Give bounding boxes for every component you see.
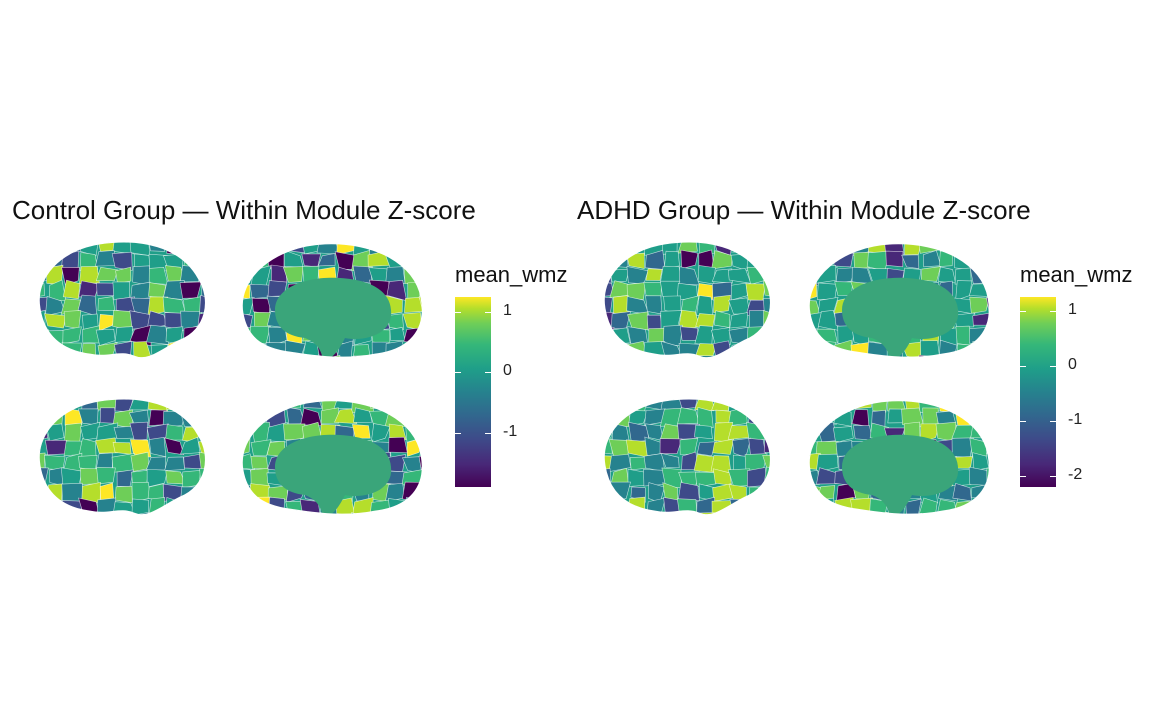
colorbar-tickmark [1020,365,1026,367]
colorbar-tick-label: 1 [503,302,512,320]
colorbar-tick-label: 0 [1068,355,1077,373]
colorbar-tick-label: -1 [503,422,518,440]
brain-lateral-right [595,395,785,520]
colorbar-tickmark [1050,310,1056,312]
panel-adhd: ADHD Group — Within Module Z-score mean_… [577,190,1154,530]
colorbar-tick-label: 1 [1068,300,1077,318]
colorbar-tickmark [485,432,491,434]
colorbar-tickmark [485,312,491,314]
colorbar-tickmark [455,432,461,434]
colorbar-tick-label: -2 [1068,465,1083,483]
colorbar-tick-label: -1 [1068,410,1083,428]
panel-title: Control Group — Within Module Z-score [12,195,476,225]
panel-control: Control Group — Within Module Z-score me… [0,190,577,530]
brain-medial-right [235,395,425,520]
colorbar-tickmark [1050,420,1056,422]
colorbar-tickmark [1050,475,1056,477]
colorbar-tickmark [485,372,491,374]
colorbar [1020,297,1056,487]
colorbar-tickmark [455,312,461,314]
colorbar-tickmark [455,372,461,374]
brain-lateral-left [30,238,220,363]
legend-title: mean_wmz [455,262,568,287]
brain-medial-left [235,238,425,363]
brain-medial-right [802,395,992,520]
colorbar-tickmark [1020,420,1026,422]
brain-lateral-left [595,238,785,363]
colorbar [455,297,491,487]
colorbar-tick-label: 0 [503,362,512,380]
colorbar-tickmark [1050,365,1056,367]
brain-medial-left [802,238,992,363]
colorbar-tickmark [1020,475,1026,477]
colorbar-tickmark [1020,310,1026,312]
legend-title: mean_wmz [1020,262,1133,287]
brain-lateral-right [30,395,220,520]
panel-title: ADHD Group — Within Module Z-score [577,195,1031,225]
